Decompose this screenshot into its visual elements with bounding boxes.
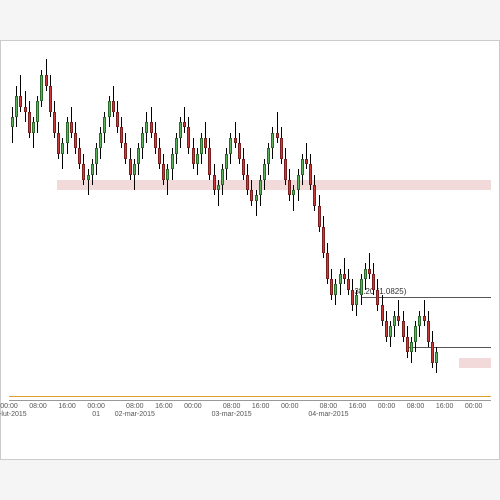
time-axis-tick: 00:00 xyxy=(465,403,483,411)
tick-time: 16:00 xyxy=(436,403,454,411)
time-axis-tick: 00:00 xyxy=(281,403,299,411)
tick-time: 16:00 xyxy=(349,403,367,411)
tick-date: 27-lut-2015 xyxy=(0,411,27,419)
support-resistance-zone xyxy=(459,358,491,368)
time-axis-tick: 08:00 xyxy=(29,403,47,411)
time-axis-tick: 16:00 xyxy=(349,403,367,411)
time-axis-tick: 00:0027-lut-2015 xyxy=(0,403,27,418)
time-axis-tick: 16:00 xyxy=(155,403,173,411)
time-axis-tick: 16:00 xyxy=(436,403,454,411)
tick-time: 08:00 xyxy=(407,403,425,411)
time-axis-tick: 08:0003-mar-2015 xyxy=(212,403,252,418)
tick-time: 16:00 xyxy=(252,403,270,411)
tick-time: 08:00 xyxy=(29,403,47,411)
tick-time: 00:00 xyxy=(465,403,483,411)
tick-time: 08:00 xyxy=(115,403,155,411)
candlestick-chart[interactable]: 38.20 (1.0825) xyxy=(9,49,491,389)
chart-window: 38.20 (1.0825) 00:0027-lut-201508:0016:0… xyxy=(0,40,500,460)
tick-date: 04-mar-2015 xyxy=(308,411,348,419)
tick-date: 01 xyxy=(87,411,105,419)
tick-time: 00:00 xyxy=(184,403,202,411)
tick-date: 02-mar-2015 xyxy=(115,411,155,419)
tick-time: 08:00 xyxy=(308,403,348,411)
tick-time: 16:00 xyxy=(155,403,173,411)
time-axis-tick: 16:00 xyxy=(252,403,270,411)
tick-time: 00:00 xyxy=(87,403,105,411)
tick-time: 08:00 xyxy=(212,403,252,411)
time-axis-tick: 00:0001 xyxy=(87,403,105,418)
time-axis-tick: 00:00 xyxy=(184,403,202,411)
time-axis-tick: 00:00 xyxy=(378,403,396,411)
time-axis-tick: 08:00 xyxy=(407,403,425,411)
time-axis: 00:0027-lut-201508:0016:0000:000108:0002… xyxy=(9,400,491,441)
tick-time: 16:00 xyxy=(58,403,76,411)
indicator-line xyxy=(9,396,491,397)
support-resistance-zone xyxy=(57,180,491,190)
tick-time: 00:00 xyxy=(0,403,27,411)
time-axis-tick: 08:0004-mar-2015 xyxy=(308,403,348,418)
time-axis-tick: 16:00 xyxy=(58,403,76,411)
tick-date: 03-mar-2015 xyxy=(212,411,252,419)
fib-level-line xyxy=(406,347,491,348)
tick-time: 00:00 xyxy=(281,403,299,411)
time-axis-tick: 08:0002-mar-2015 xyxy=(115,403,155,418)
tick-time: 00:00 xyxy=(378,403,396,411)
